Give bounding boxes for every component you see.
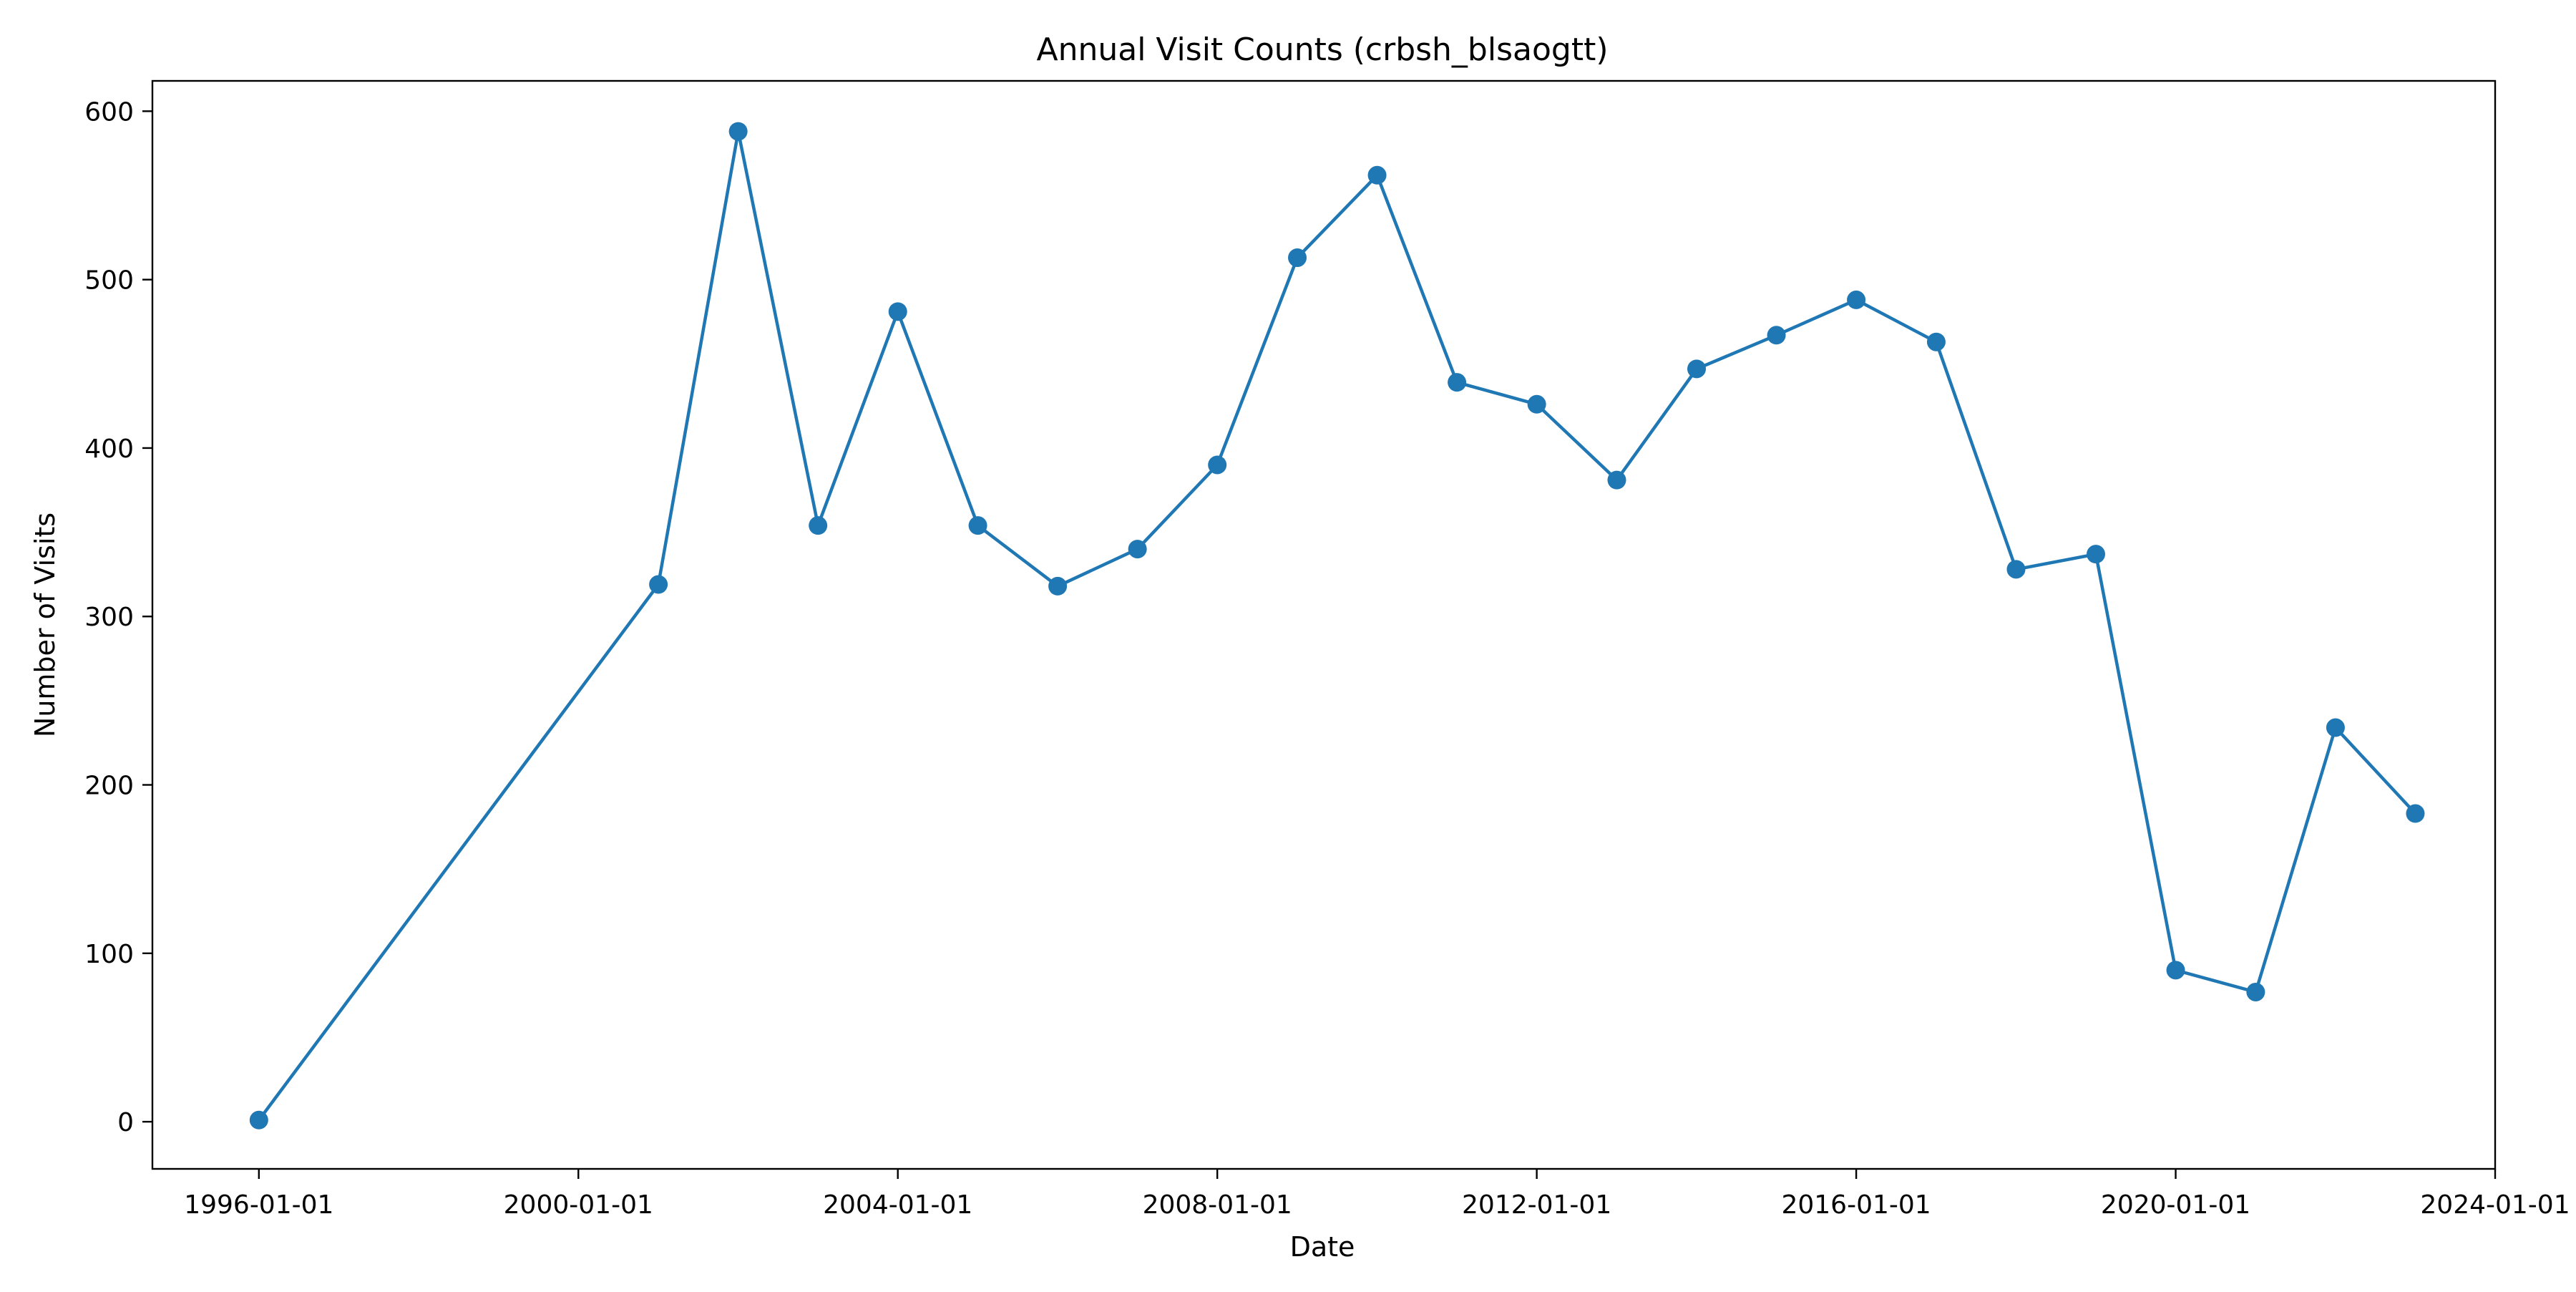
x-tick-label: 2016-01-01	[1781, 1190, 1931, 1220]
y-axis: 0 100 200 300 400 500 600	[84, 97, 152, 1137]
data-point	[809, 516, 828, 535]
x-tick-label: 2012-01-01	[1462, 1190, 1611, 1220]
data-point	[968, 516, 987, 535]
chart-title: Annual Visit Counts (crbsh_blsaogtt)	[1036, 31, 1608, 68]
y-tick-label: 400	[84, 434, 134, 464]
x-tick-label: 1996-01-01	[184, 1190, 333, 1220]
x-tick-label: 2004-01-01	[823, 1190, 972, 1220]
data-point	[1767, 326, 1786, 345]
data-point	[2166, 961, 2185, 980]
y-tick-label: 500	[84, 266, 134, 296]
x-tick-label: 2000-01-01	[504, 1190, 653, 1220]
data-point	[1208, 455, 1227, 475]
y-tick-label: 200	[84, 772, 134, 801]
data-point	[2326, 718, 2345, 737]
plot-frame	[151, 79, 2497, 1170]
x-tick-label: 2008-01-01	[1143, 1190, 1292, 1220]
data-point	[728, 122, 748, 141]
series-line	[257, 130, 2417, 1122]
data-point	[1367, 165, 1387, 185]
data-point	[649, 575, 668, 594]
data-point	[1048, 576, 1068, 596]
x-tick-label: 2020-01-01	[2101, 1190, 2250, 1220]
data-point	[1128, 540, 1147, 559]
y-tick-label: 0	[117, 1108, 134, 1137]
data-point	[2087, 545, 2106, 564]
data-point	[1847, 290, 1866, 309]
data-point	[1926, 332, 1946, 351]
data-point	[2246, 982, 2265, 1001]
data-point	[1687, 359, 1707, 379]
data-point	[1607, 470, 1626, 490]
data-point	[888, 302, 907, 321]
data-point	[2406, 804, 2425, 823]
y-axis-label: Number of Visits	[29, 513, 61, 737]
y-tick-label: 100	[84, 940, 134, 969]
data-point	[1527, 394, 1546, 414]
plot-area	[249, 122, 2425, 1130]
data-point	[2006, 560, 2026, 579]
y-tick-label: 600	[84, 97, 134, 127]
x-tick-label: 2024-01-01	[2420, 1190, 2570, 1220]
data-point	[249, 1110, 268, 1130]
y-tick-label: 300	[84, 603, 134, 632]
x-axis: 1996-01-01 2000-01-01 2004-01-01 2008-01-01…	[184, 1169, 2570, 1220]
data-point	[1288, 248, 1307, 268]
x-axis-label: Date	[1290, 1231, 1355, 1263]
data-point	[1448, 373, 1467, 392]
